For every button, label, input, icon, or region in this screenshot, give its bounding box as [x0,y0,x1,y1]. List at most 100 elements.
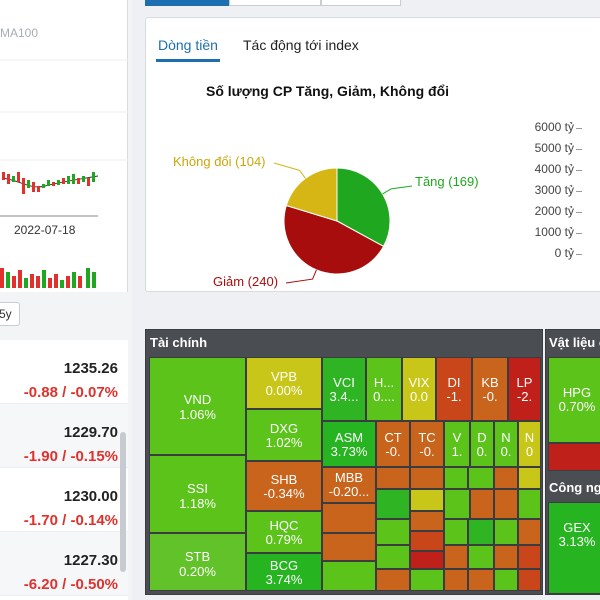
top-tab-active[interactable] [145,0,229,6]
stock-cell[interactable] [548,443,600,471]
pie-chart [273,162,413,284]
change: -2. [516,389,533,404]
stock-cell-vci[interactable]: VCI 3.4... [322,357,366,421]
change: -1. [446,389,462,404]
stock-cell-shb[interactable]: SHB -0.34% [246,461,322,511]
stock-cell[interactable] [470,489,494,519]
stock-cell[interactable] [468,519,494,545]
stock-cell[interactable] [376,467,410,489]
tab-tac-dong-index[interactable]: Tác động tới index [243,37,359,53]
list-item[interactable]: 1227.30 -6.20 / -0.50% [0,532,128,596]
stock-cell[interactable] [444,545,468,569]
list-item[interactable]: 1229.70 -1.90 / -0.15% [0,404,128,468]
period-button[interactable]: 5y [0,302,20,326]
stock-cell[interactable] [494,569,518,591]
top-tab[interactable] [321,0,401,6]
stock-cell-stb[interactable]: STB 0.20% [149,533,246,591]
stock-cell-n2[interactable]: N 0 [518,421,541,467]
stock-cell[interactable] [468,569,494,591]
stock-cell[interactable] [494,489,518,519]
pie-label-tang: Tăng (169) [415,174,479,189]
axis-tick-label: 2000 tỷ [534,204,574,218]
axis-tick [576,170,582,171]
stock-cell-bcg[interactable]: BCG 3.74% [246,553,322,591]
stock-cell[interactable] [322,503,376,533]
change: -0. [482,389,498,404]
list-item[interactable]: 1230.00 -1.70 / -0.14% [0,468,128,532]
stock-cell[interactable] [494,467,518,489]
stock-cell[interactable] [322,533,376,561]
change: 3.4... [329,389,359,404]
pie-leader-line [285,269,317,284]
change: -0. [385,444,401,459]
stock-cell-v[interactable]: V 1. [444,421,470,467]
stock-cell[interactable] [518,489,541,519]
pie-leader-line [382,185,413,195]
change: -0. [419,444,435,459]
stock-cell[interactable] [410,467,444,489]
stock-cell[interactable] [410,551,444,569]
stock-cell-vnd[interactable]: VND 1.06% [149,357,246,455]
stock-cell-asm[interactable]: ASM 3.73% [322,421,376,467]
stock-cell-kb[interactable]: KB -0. [472,357,508,421]
stock-cell[interactable] [518,569,541,591]
scrollbar[interactable] [120,432,126,572]
stock-cell-dxg[interactable]: DXG 1.02% [246,409,322,461]
stock-cell[interactable] [444,489,470,519]
tab-dong-tien[interactable]: Dòng tiền [158,37,218,53]
stock-cell-ssi[interactable]: SSI 1.18% [149,455,246,533]
stock-cell[interactable] [518,545,541,569]
pie-label-giam: Giảm (240) [213,274,279,289]
stock-cell[interactable] [410,489,444,511]
stock-cell[interactable] [376,545,410,569]
change: 0.70% [558,399,596,414]
ticker: VCI [333,375,355,390]
stock-cell[interactable] [494,545,518,569]
stock-cell[interactable] [468,545,494,569]
stock-cell-hqc[interactable]: HQC 0.79% [246,511,322,553]
stock-cell[interactable] [518,467,541,489]
stock-cell[interactable] [410,531,444,551]
stock-cell[interactable] [518,519,541,545]
stock-cell-gex[interactable]: GEX 3.13% [548,502,600,594]
stock-cell[interactable] [444,519,468,545]
stock-cell-hpg[interactable]: HPG 0.70% [548,357,600,443]
mini-chart-svg [0,59,128,288]
chart-title: Số lượng CP Tăng, Giảm, Không đổi [206,83,450,99]
stock-cell[interactable] [410,511,444,531]
ticker: HQC [269,518,299,533]
stock-cell-vpb[interactable]: VPB 0.00% [246,357,322,409]
stock-cell-ct[interactable]: CT -0. [376,421,410,467]
stock-cell-di[interactable]: DI -1. [436,357,472,421]
pie-slice-khong-doi[interactable] [285,167,338,222]
stock-cell[interactable] [410,569,444,591]
stock-cell-n1[interactable]: N 0. [494,421,518,467]
stock-cell-d[interactable]: D 0. [470,421,494,467]
list-item[interactable]: 1235.26 -0.88 / -0.07% [0,340,128,404]
change: -0.34% [263,486,305,501]
stock-cell[interactable] [376,489,410,519]
index-change: -1.90 / -0.15% [23,448,118,465]
stock-cell[interactable] [468,467,494,489]
heatmap-tai-chinh: Tài chính VND 1.06% SSI 1.18% STB 0.20% … [145,329,543,595]
stock-cell[interactable] [322,561,376,591]
top-tab[interactable] [229,0,321,6]
ticker: DXG [269,421,299,436]
stock-cell-h[interactable]: H... 0.... [366,357,402,421]
change: 3.13% [558,534,596,549]
stock-cell[interactable] [444,569,468,591]
stock-cell-lp[interactable]: LP -2. [508,357,541,421]
pie-slice-giam[interactable] [283,204,385,275]
stock-cell-tc[interactable]: TC -0. [410,421,444,467]
ticker: VND [183,392,212,407]
stock-cell-vix[interactable]: VIX 0.0 [402,357,436,421]
stock-cell-mbb[interactable]: MBB -0.20... [322,467,376,503]
stock-cell[interactable] [444,467,468,489]
stock-cell[interactable] [376,519,410,545]
change: 1.18% [179,496,216,511]
stock-cell[interactable] [494,519,518,545]
stock-cell[interactable] [376,569,410,591]
index-change: -0.88 / -0.07% [23,384,118,401]
ticker: N [501,430,511,445]
pie-slice-tang[interactable] [336,167,391,248]
